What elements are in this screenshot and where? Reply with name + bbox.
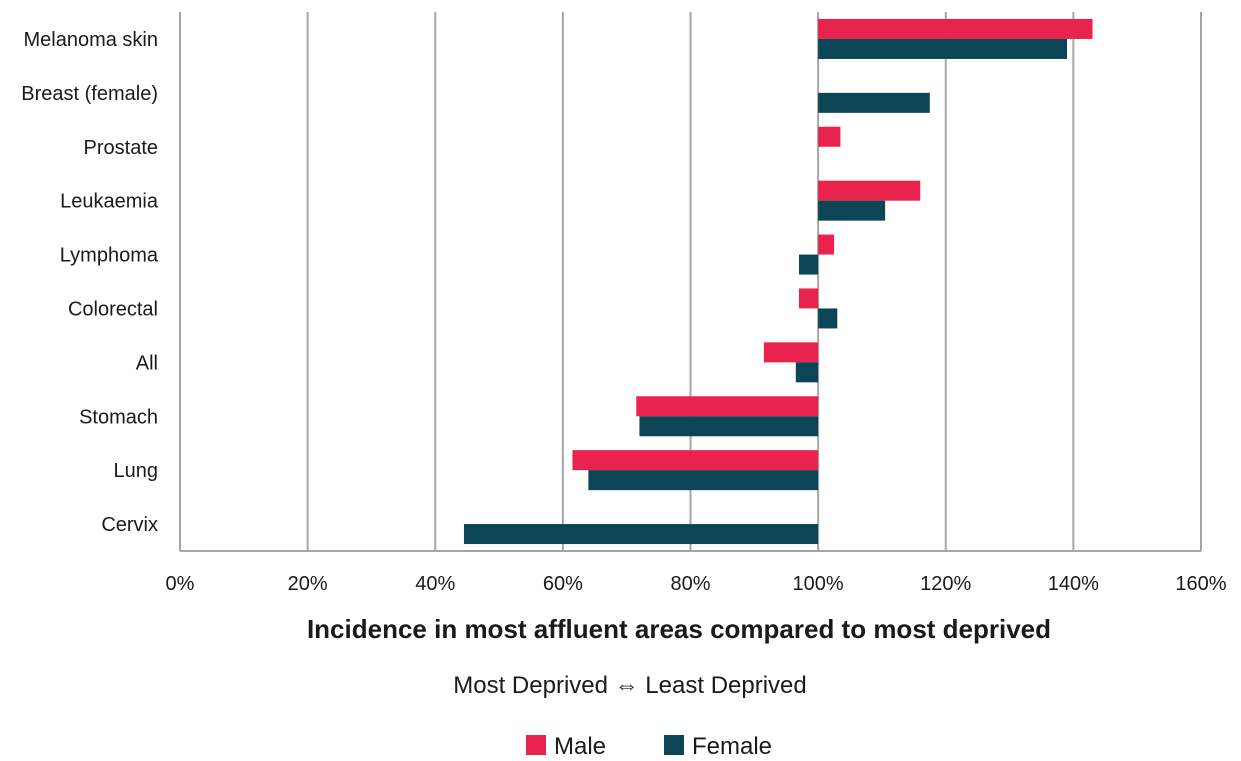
category-label-lymphoma: Lymphoma <box>60 245 159 267</box>
x-axis-label: Incidence in most affluent areas compare… <box>307 614 1051 644</box>
x-tick-label-80: 80% <box>670 573 710 595</box>
x-tick-label-60: 60% <box>543 573 583 595</box>
bar-male-prostate <box>818 126 841 147</box>
category-label-stomach: Stomach <box>79 406 158 428</box>
category-label-prostate: Prostate <box>84 137 158 159</box>
bar-female-lung <box>588 470 819 491</box>
x-tick-labels: 0% 20% 40% 60% 80% 100% 120% 140% 160% <box>166 573 1227 595</box>
bar-female-leukaemia <box>818 200 886 221</box>
bar-female-cervix <box>463 524 819 545</box>
legend: Male Female <box>526 733 772 760</box>
bar-female-colorectal <box>818 308 838 329</box>
bar-male-stomach <box>636 396 819 417</box>
x-tick-label-140: 140% <box>1048 573 1099 595</box>
bar-female-lymphoma <box>798 254 819 275</box>
bar-female-breast-female <box>818 92 930 113</box>
bar-male-lymphoma <box>818 234 835 255</box>
category-label-lung: Lung <box>114 460 159 482</box>
x-tick-label-120: 120% <box>920 573 971 595</box>
category-label-leukaemia: Leukaemia <box>60 191 159 213</box>
category-label-breast-female: Breast (female) <box>21 83 158 105</box>
bar-female-stomach <box>639 416 819 437</box>
bar-female-melanoma-skin <box>818 38 1067 59</box>
axes <box>179 12 1201 552</box>
x-tick-label-40: 40% <box>415 573 455 595</box>
legend-label-female: Female <box>692 733 772 760</box>
bar-male-lung <box>572 450 819 471</box>
category-labels: Melanoma skin Breast (female) Prostate Leuk… <box>21 29 159 536</box>
bars <box>463 18 1093 545</box>
category-label-melanoma-skin: Melanoma skin <box>23 29 158 51</box>
x-tick-label-0: 0% <box>166 573 195 595</box>
x-tick-label-160: 160% <box>1175 573 1226 595</box>
bar-male-colorectal <box>798 288 819 309</box>
bar-female-all <box>795 362 819 383</box>
x-tick-label-20: 20% <box>288 573 328 595</box>
bar-male-melanoma-skin <box>818 18 1093 39</box>
category-label-colorectal: Colorectal <box>68 298 158 320</box>
bar-male-all <box>763 342 819 363</box>
legend-swatch-male <box>526 735 546 755</box>
category-label-all: All <box>136 352 158 374</box>
legend-swatch-female <box>664 735 684 755</box>
category-label-cervix: Cervix <box>101 514 158 536</box>
x-tick-label-100: 100% <box>793 573 844 595</box>
legend-label-male: Male <box>554 733 606 760</box>
bar-male-leukaemia <box>818 180 921 201</box>
direction-caption: Most Deprived ⇔ Least Deprived <box>453 672 806 699</box>
